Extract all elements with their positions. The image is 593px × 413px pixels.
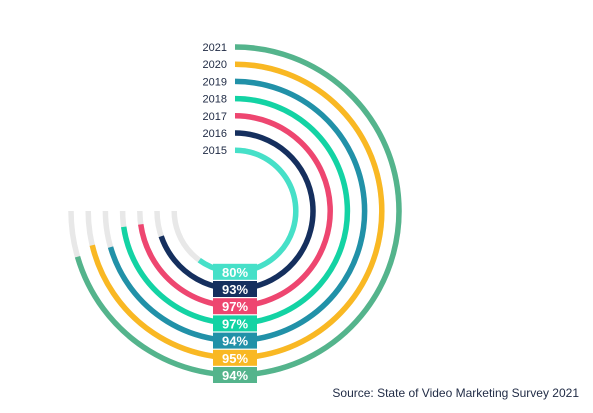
bar-2020 <box>89 61 385 361</box>
value-label-2020: 95% <box>222 351 248 366</box>
bar-2019 <box>107 78 368 344</box>
year-label-2019: 2019 <box>203 76 227 88</box>
bar-2015 <box>197 147 299 275</box>
year-label-2017: 2017 <box>203 111 227 123</box>
series-2015: 2015 80% <box>171 145 299 280</box>
year-label-2018: 2018 <box>203 94 227 106</box>
value-badge-2015 <box>213 263 257 280</box>
year-label-2020: 2020 <box>203 59 227 71</box>
series-2020: 2020 95% <box>85 59 385 366</box>
year-label-2016: 2016 <box>203 128 227 140</box>
bar-2018 <box>120 95 351 327</box>
value-label-2016: 93% <box>222 282 248 297</box>
series-2016: 2016 93% <box>154 128 316 297</box>
series-2021: 2021 94% <box>68 42 402 383</box>
value-label-2018: 97% <box>222 316 248 331</box>
value-label-2015: 80% <box>222 265 248 280</box>
value-badge-2020 <box>213 349 257 366</box>
year-label-2021: 2021 <box>203 42 227 54</box>
series-2017: 2017 97% <box>137 111 333 315</box>
value-badge-2017 <box>213 298 257 315</box>
bar-2017 <box>138 113 333 309</box>
bar-2021 <box>74 44 402 378</box>
value-label-2017: 97% <box>222 299 248 314</box>
value-badge-2019 <box>213 332 257 349</box>
series-2019: 2019 94% <box>102 76 368 349</box>
value-badge-2021 <box>213 367 257 383</box>
series-2018: 2018 97% <box>119 94 351 332</box>
value-label-2019: 94% <box>222 334 248 349</box>
value-badge-2016 <box>213 281 257 297</box>
value-badge-2018 <box>213 315 257 332</box>
bar-2016 <box>158 130 316 292</box>
value-label-2021: 94% <box>222 368 248 383</box>
source-note: Source: State of Video Marketing Survey … <box>332 386 579 400</box>
year-label-2015: 2015 <box>203 145 227 157</box>
